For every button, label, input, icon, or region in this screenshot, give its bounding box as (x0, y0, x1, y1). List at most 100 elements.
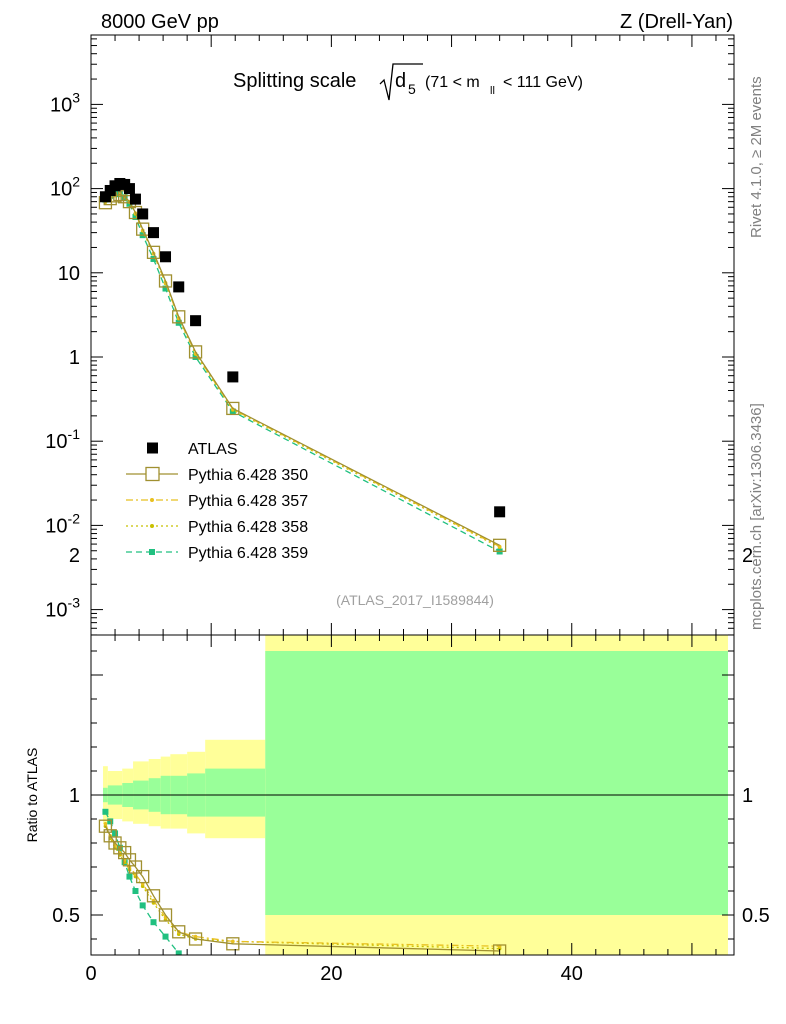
main-axis-ticks (90, 35, 734, 636)
main-y-tick-label: 103 (50, 89, 80, 116)
ratio-plot-frame (90, 634, 735, 956)
analysis-id-label: (ATLAS_2017_I1589844) (336, 592, 494, 608)
data-point (137, 208, 149, 220)
title-symbol-subscript: 5 (408, 81, 416, 97)
ratio-point (98, 819, 113, 833)
title-range-end: < 111 GeV) (503, 74, 583, 91)
series-atlas (99, 177, 506, 518)
main-y-tick-label: 10-3 (45, 595, 80, 622)
legend-label: Pythia 6.428 358 (188, 519, 308, 536)
ratio-tick-labels: 0.5 0.51 12 20 20 40 (52, 545, 770, 985)
data-point (123, 183, 135, 195)
ratio-y-tick-label-left: 0.5 (52, 905, 80, 927)
ratio-point (231, 939, 235, 944)
ratio-point (226, 937, 240, 951)
ratio-point (162, 933, 169, 940)
ratio-point (103, 822, 108, 826)
main-y-tick-label: 10-2 (45, 510, 80, 537)
ratio-series-pythia-6-428-350 (98, 819, 507, 955)
ratio-series-layer (98, 808, 507, 955)
data-point (227, 371, 239, 383)
ratio-point (118, 845, 132, 860)
ratio-line (104, 825, 500, 952)
ratio-band-inner (265, 651, 728, 915)
ratio-axis-ticks (90, 635, 734, 955)
ratio-point (139, 902, 146, 909)
data-point (132, 213, 139, 220)
ratio-plot-panel: Ratio to ATLAS 0.5 0.51 12 20 20 40 (24, 545, 770, 985)
legend-entry: ATLAS (147, 441, 238, 458)
legend-label: Pythia 6.428 359 (188, 545, 308, 562)
ratio-point (103, 829, 117, 843)
data-point (494, 506, 506, 518)
data-point (147, 227, 159, 239)
ratio-point (113, 841, 127, 855)
main-y-tick-labels: 10-3 10-2 10-1 1 10 102 103 (45, 89, 80, 621)
legend-marker (150, 498, 154, 502)
sqrt-symbol-icon (379, 63, 423, 101)
legend-marker (147, 442, 158, 454)
data-point (226, 401, 240, 416)
data-point (160, 251, 172, 263)
ratio-point (172, 925, 186, 939)
data-point (158, 274, 173, 288)
ratio-point (107, 818, 114, 825)
main-series-layer (98, 177, 507, 555)
ratio-point (132, 888, 139, 894)
data-point (188, 345, 203, 359)
x-tick-label: 0 (85, 963, 96, 985)
ratio-y-tick-label-right: 1 (742, 785, 753, 807)
ratio-point (188, 932, 203, 946)
data-point (192, 354, 199, 360)
ratio-point (193, 934, 198, 939)
legend-entry: Pythia 6.428 358 (126, 519, 308, 536)
ratio-point (126, 873, 133, 880)
data-point (146, 245, 161, 259)
data-point (173, 281, 185, 293)
legend-marker (150, 524, 154, 528)
ratio-point (108, 836, 122, 850)
data-point (172, 310, 186, 324)
legend-marker (149, 549, 155, 555)
legend-entry: Pythia 6.428 357 (126, 493, 308, 510)
title-range-subscript: ll (490, 85, 495, 97)
ratio-point (158, 908, 173, 922)
legend-entry: Pythia 6.428 350 (126, 466, 308, 484)
title-main-text: Splitting scale (233, 70, 356, 92)
main-y-tick-label: 1 (69, 347, 80, 369)
data-point (190, 315, 202, 327)
process-label: Z (Drell-Yan) (620, 11, 733, 33)
ratio-point (102, 808, 109, 815)
energy-label: 8000 GeV pp (101, 11, 219, 33)
x-tick-label: 20 (320, 963, 342, 985)
ratio-y-axis-label: Ratio to ATLAS (24, 748, 40, 843)
title-symbol: d (395, 70, 406, 92)
main-plot-panel: 10-3 10-2 10-1 1 10 102 103 Splitting scale d … (45, 34, 735, 636)
data-point (162, 285, 169, 292)
ratio-point (492, 944, 507, 955)
legend-label: Pythia 6.428 350 (188, 467, 308, 484)
legend-label: ATLAS (188, 441, 238, 458)
ratio-y-tick-label-left: 2 (69, 545, 80, 567)
ratio-point (128, 860, 143, 874)
ratio-y-tick-label-right: 0.5 (742, 905, 770, 927)
data-point (99, 191, 111, 203)
ratio-y-tick-label-right: 2 (742, 545, 753, 567)
rivet-version-label: Rivet 4.1.0, ≥ 2M events (748, 76, 765, 238)
x-tick-label: 40 (561, 963, 583, 985)
legend-marker (145, 466, 160, 482)
main-y-tick-label: 10 (58, 263, 80, 285)
plot-title: Splitting scale d 5 (71 < m ll < 111 GeV… (233, 63, 583, 101)
data-point (492, 538, 507, 552)
ratio-y-tick-label-left: 1 (69, 785, 80, 807)
mcplots-reference-label: mcplots.cern.ch [arXiv:1306.3436] (748, 403, 765, 630)
ratio-point (146, 889, 161, 903)
main-y-tick-label: 10-1 (45, 426, 80, 453)
ratio-series-group (98, 808, 507, 955)
data-point (497, 544, 502, 549)
ratio-point (175, 950, 182, 955)
title-range-text: (71 < m (425, 74, 480, 91)
ratio-band-inner (205, 768, 266, 817)
legend-label: Pythia 6.428 357 (188, 493, 308, 510)
